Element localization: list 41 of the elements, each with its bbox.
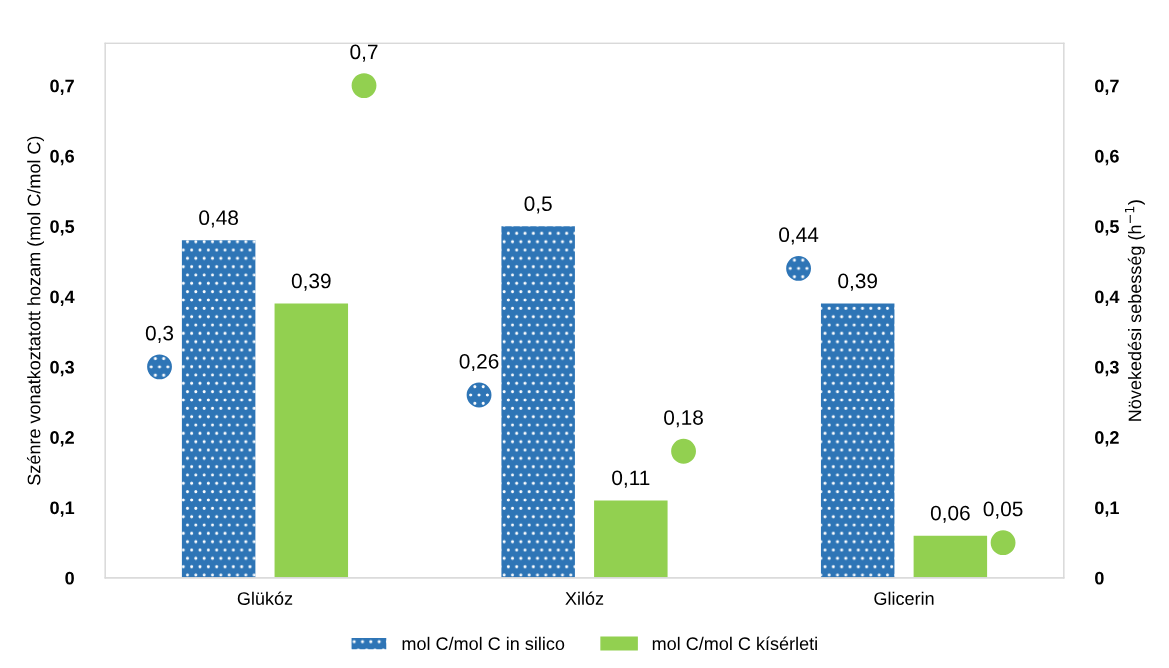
- y-tick-label: 0,5: [50, 220, 75, 236]
- legend-label: mol C/mol C kísérleti: [652, 636, 817, 651]
- data-label: 0,48: [199, 210, 239, 228]
- bar: [820, 303, 895, 578]
- y2-tick-label: 0,2: [1095, 431, 1119, 447]
- data-label: 0,44: [779, 227, 819, 245]
- data-label: 0,11: [612, 470, 650, 488]
- data-label: 0,26: [459, 353, 499, 372]
- data-label: 0,39: [291, 273, 331, 291]
- y2-tick-label: 0,6: [1095, 149, 1119, 166]
- data-label: 0,3: [145, 325, 174, 343]
- y-tick-label: 0,4: [50, 290, 75, 306]
- data-label: 0,7: [350, 44, 378, 62]
- y2-tick-label: 0: [1095, 571, 1104, 585]
- bar: [913, 535, 988, 578]
- y2-tick-label: 0,3: [1095, 360, 1119, 377]
- y-tick-label: 0,7: [50, 79, 74, 95]
- bar: [181, 240, 256, 578]
- bar: [501, 226, 575, 578]
- legend-label: mol C/mol C in silico: [402, 636, 565, 651]
- y-tick-label: 0,1: [50, 501, 75, 517]
- y-tick-label: 0,2: [50, 431, 74, 447]
- data-label: 0,06: [930, 505, 970, 523]
- x-tick-label: Glicerin: [874, 591, 934, 605]
- y-tick-label: 0,3: [50, 360, 74, 377]
- y2-tick-label: 0,4: [1095, 290, 1120, 306]
- data-label: 0,05: [983, 501, 1023, 519]
- data-label: 0,5: [524, 196, 552, 214]
- y-tick-label: 0,6: [50, 149, 74, 166]
- y2-tick-label: 0,7: [1095, 79, 1119, 95]
- y2-axis-title: Növekedési sebesség (h$^{−1}$): [1125, 200, 1145, 421]
- data-label: 0,39: [838, 273, 877, 291]
- y-tick-label: 0: [65, 571, 74, 585]
- bar: [594, 500, 668, 578]
- bar: [274, 303, 349, 578]
- y-axis-title: Szénre vonatkoztatott hozam (mol C/mol C): [26, 136, 44, 485]
- y2-tick-label: 0,5: [1095, 220, 1119, 236]
- data-label: 0,18: [664, 410, 703, 428]
- x-tick-label: Glükóz: [237, 591, 293, 605]
- x-tick-label: Xilóz: [565, 591, 604, 605]
- y2-tick-label: 0,1: [1095, 501, 1119, 517]
